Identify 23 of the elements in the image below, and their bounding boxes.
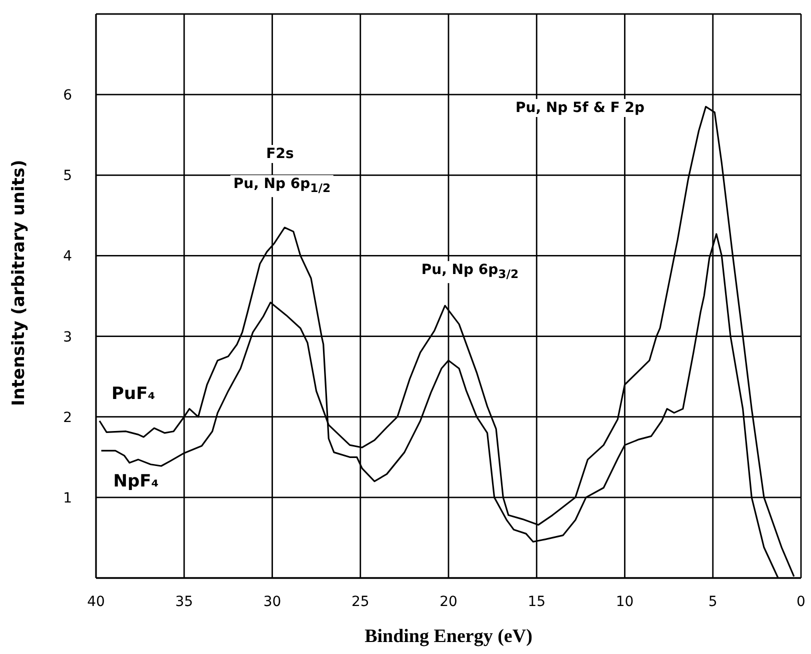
y-tick-label: 6: [63, 88, 72, 104]
y-tick-label: 2: [63, 410, 72, 426]
series-label: PuF₄: [112, 384, 156, 404]
x-tick-label: 10: [616, 594, 634, 610]
y-tick-label: 4: [63, 248, 72, 265]
x-tick-label: 40: [87, 594, 105, 610]
y-tick-label: 1: [63, 490, 72, 506]
annotation: Pu, Np 5f & F 2p: [512, 99, 648, 117]
x-tick-label: 0: [796, 594, 806, 610]
y-axis-title: Intensity (arbitrary units): [9, 160, 30, 406]
x-tick-label: 30: [263, 594, 282, 610]
x-tick-label: 25: [351, 594, 370, 610]
x-tick-label: 15: [528, 594, 546, 610]
x-tick-label: 35: [175, 594, 194, 610]
annotation: Pu, Np 6p$_{1/2}$: [230, 175, 334, 197]
series-label: NpF₄: [113, 472, 159, 492]
x-axis-title: Binding Energy (eV): [364, 626, 532, 647]
annotation: Pu, Np 6p$_{3/2}$: [418, 261, 522, 283]
y-tick-label: 3: [63, 329, 72, 346]
x-tick-label: 5: [708, 594, 718, 610]
annotation: F2s: [263, 145, 297, 163]
x-tick-label: 20: [440, 594, 458, 610]
y-tick-label: 5: [63, 168, 72, 184]
